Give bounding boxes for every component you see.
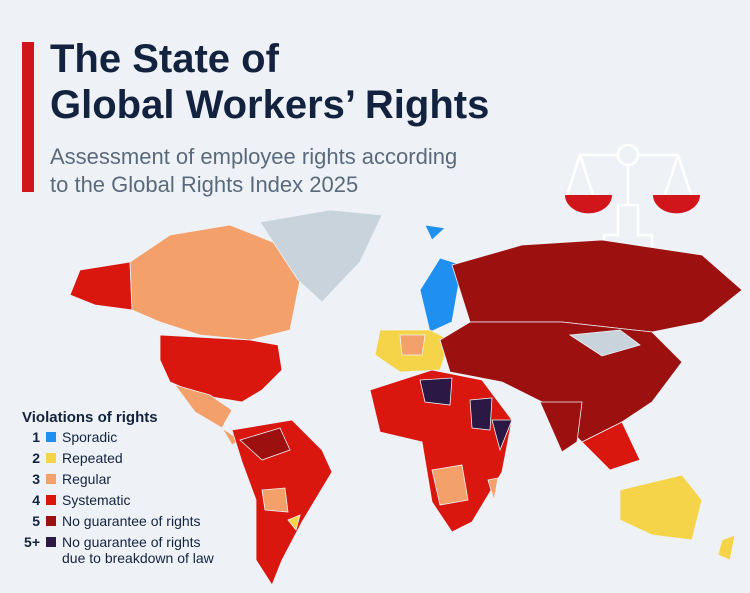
- legend-swatch: [46, 516, 56, 526]
- legend-swatch: [46, 474, 56, 484]
- legend-label: Systematic: [62, 492, 130, 508]
- legend-label: No guarantee of rights: [62, 534, 201, 550]
- legend-title: Violations of rights: [22, 409, 158, 426]
- scale-pan: [565, 195, 612, 214]
- title: The State of: [50, 37, 280, 81]
- world-map: [69, 209, 743, 586]
- legend-rating: 2: [32, 450, 40, 466]
- legend-rating: 4: [32, 492, 40, 508]
- legend-label: No guarantee of rights: [62, 513, 201, 529]
- legend-label: Repeated: [62, 450, 123, 466]
- title: Global Workers’ Rights: [50, 83, 489, 127]
- legend-label: Sporadic: [62, 429, 117, 445]
- legend-rating: 1: [32, 429, 40, 445]
- legend-label: Regular: [62, 471, 111, 487]
- legend-label: due to breakdown of law: [62, 550, 215, 566]
- legend-swatch: [46, 453, 56, 463]
- scale-pan: [653, 195, 700, 214]
- legend-swatch: [46, 495, 56, 505]
- subtitle: to the Global Rights Index 2025: [50, 172, 358, 197]
- legend-rating: 3: [32, 471, 40, 487]
- legend-swatch: [46, 537, 56, 547]
- legend-rating: 5: [32, 513, 40, 529]
- legend-swatch: [46, 432, 56, 442]
- accent-bar: [22, 42, 34, 192]
- legend-rating: 5+: [24, 534, 40, 550]
- subtitle: Assessment of employee rights according: [50, 144, 457, 169]
